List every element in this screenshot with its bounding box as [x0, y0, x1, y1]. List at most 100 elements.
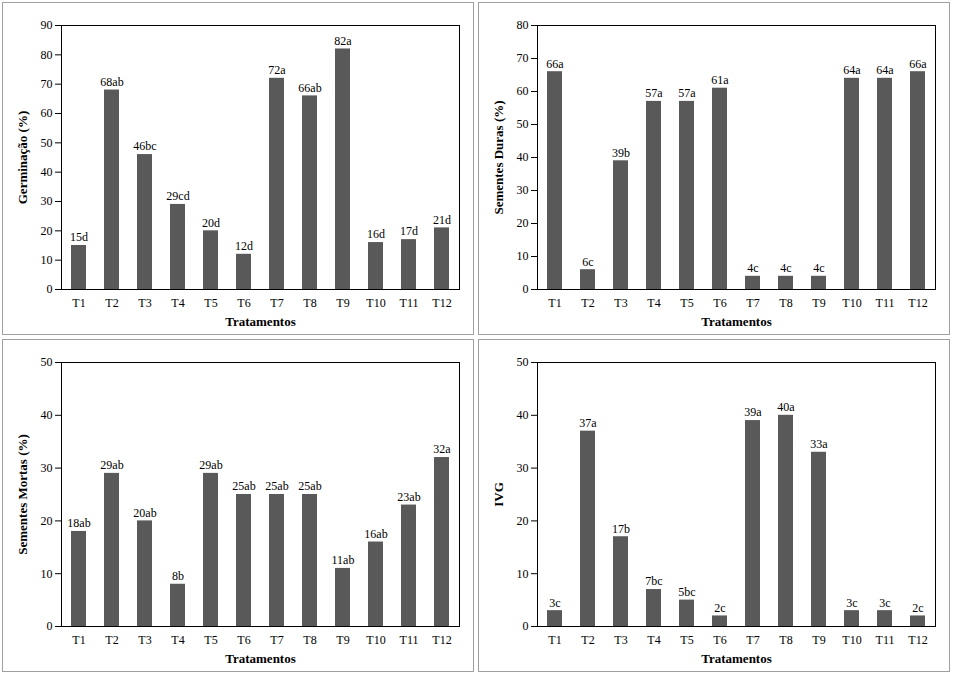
svg-text:T8: T8 [779, 296, 792, 310]
svg-text:T4: T4 [171, 633, 184, 647]
svg-text:57a: 57a [645, 86, 663, 100]
svg-text:30: 30 [517, 183, 529, 197]
svg-text:39b: 39b [612, 146, 630, 160]
svg-text:72a: 72a [268, 63, 286, 77]
svg-text:Tratamentos: Tratamentos [701, 314, 772, 329]
svg-text:T2: T2 [105, 296, 118, 310]
svg-text:T9: T9 [812, 633, 825, 647]
svg-text:30: 30 [41, 461, 53, 475]
svg-text:0: 0 [47, 282, 53, 296]
svg-text:50: 50 [517, 355, 529, 369]
svg-text:7bc: 7bc [645, 574, 662, 588]
svg-text:2c: 2c [912, 601, 923, 615]
svg-text:17b: 17b [612, 522, 630, 536]
svg-text:T10: T10 [842, 296, 861, 310]
svg-text:64a: 64a [876, 63, 894, 77]
svg-text:60: 60 [517, 84, 529, 98]
svg-text:29ab: 29ab [100, 458, 123, 472]
svg-text:T9: T9 [336, 296, 349, 310]
svg-text:T11: T11 [400, 633, 419, 647]
svg-text:3c: 3c [549, 596, 560, 610]
svg-text:10: 10 [517, 567, 529, 581]
svg-text:64a: 64a [843, 63, 861, 77]
svg-text:10: 10 [517, 249, 529, 263]
svg-text:T5: T5 [204, 633, 217, 647]
svg-text:10: 10 [41, 567, 53, 581]
svg-text:50: 50 [41, 355, 53, 369]
svg-text:10: 10 [41, 253, 53, 267]
svg-text:12d: 12d [235, 239, 253, 253]
svg-text:20: 20 [517, 216, 529, 230]
svg-text:T4: T4 [647, 296, 660, 310]
svg-text:Sementes Duras (%): Sementes Duras (%) [491, 100, 506, 214]
svg-text:3c: 3c [879, 596, 890, 610]
svg-text:33a: 33a [810, 437, 828, 451]
svg-text:39a: 39a [744, 405, 762, 419]
svg-text:T10: T10 [842, 633, 861, 647]
svg-text:30: 30 [517, 461, 529, 475]
svg-text:T6: T6 [237, 296, 250, 310]
svg-text:T8: T8 [303, 633, 316, 647]
svg-text:T6: T6 [713, 633, 726, 647]
svg-text:66a: 66a [546, 57, 564, 71]
svg-text:T3: T3 [614, 633, 627, 647]
svg-text:T12: T12 [432, 633, 451, 647]
svg-text:T12: T12 [908, 633, 927, 647]
svg-text:5bc: 5bc [678, 585, 695, 599]
svg-text:32a: 32a [433, 442, 451, 456]
svg-text:T2: T2 [581, 296, 594, 310]
svg-text:3c: 3c [846, 596, 857, 610]
svg-text:66a: 66a [909, 57, 927, 71]
svg-text:T7: T7 [746, 633, 759, 647]
svg-text:20ab: 20ab [133, 506, 156, 520]
svg-text:16ab: 16ab [364, 527, 387, 541]
svg-text:T1: T1 [548, 633, 561, 647]
svg-text:T11: T11 [876, 296, 895, 310]
svg-text:T7: T7 [270, 296, 283, 310]
svg-text:25ab: 25ab [265, 479, 288, 493]
svg-text:T12: T12 [432, 296, 451, 310]
svg-text:8b: 8b [172, 569, 184, 583]
svg-text:T1: T1 [72, 296, 85, 310]
svg-text:Tratamentos: Tratamentos [225, 651, 296, 666]
svg-text:40a: 40a [777, 400, 795, 414]
svg-text:4c: 4c [747, 261, 758, 275]
svg-text:IVG: IVG [491, 482, 506, 507]
svg-text:T10: T10 [366, 296, 385, 310]
svg-text:4c: 4c [813, 261, 824, 275]
svg-text:20: 20 [41, 514, 53, 528]
svg-text:T11: T11 [876, 633, 895, 647]
svg-text:T7: T7 [746, 296, 759, 310]
svg-text:T6: T6 [713, 296, 726, 310]
svg-text:80: 80 [41, 48, 53, 62]
svg-text:29ab: 29ab [199, 458, 222, 472]
svg-text:90: 90 [41, 18, 53, 32]
svg-text:4c: 4c [780, 261, 791, 275]
svg-text:T9: T9 [812, 296, 825, 310]
svg-text:T3: T3 [138, 633, 151, 647]
svg-text:20: 20 [517, 514, 529, 528]
svg-text:68ab: 68ab [100, 75, 123, 89]
svg-text:T5: T5 [680, 296, 693, 310]
svg-text:0: 0 [523, 282, 529, 296]
svg-text:T12: T12 [908, 296, 927, 310]
svg-text:30: 30 [41, 194, 53, 208]
svg-text:18ab: 18ab [67, 516, 90, 530]
svg-text:25ab: 25ab [298, 479, 321, 493]
svg-text:57a: 57a [678, 86, 696, 100]
svg-text:40: 40 [517, 408, 529, 422]
svg-text:66ab: 66ab [298, 81, 321, 95]
svg-text:46bc: 46bc [133, 139, 156, 153]
svg-text:2c: 2c [714, 601, 725, 615]
svg-text:T5: T5 [204, 296, 217, 310]
svg-text:Germinação (%): Germinação (%) [15, 111, 30, 205]
svg-text:6c: 6c [582, 255, 593, 269]
svg-text:T11: T11 [400, 296, 419, 310]
svg-text:20: 20 [41, 224, 53, 238]
svg-text:T4: T4 [647, 633, 660, 647]
svg-text:61a: 61a [711, 73, 729, 87]
svg-text:0: 0 [47, 619, 53, 633]
svg-text:50: 50 [41, 136, 53, 150]
svg-text:Sementes Mortas (%): Sementes Mortas (%) [15, 434, 30, 555]
svg-text:T3: T3 [138, 296, 151, 310]
